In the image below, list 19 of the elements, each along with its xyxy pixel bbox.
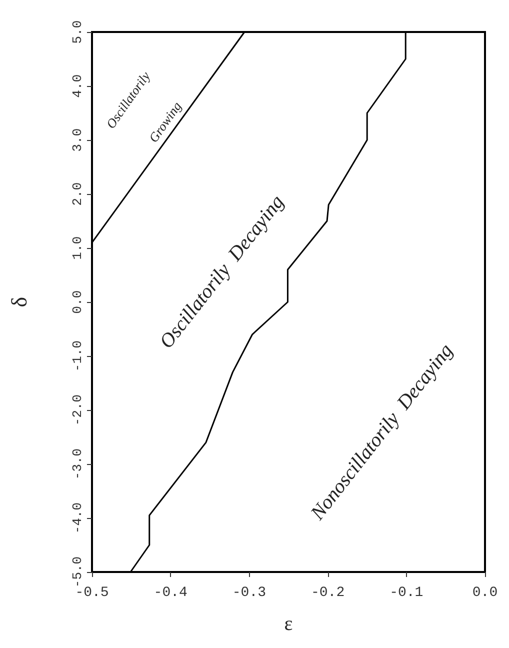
y-tick-label: 3.0	[70, 128, 85, 152]
x-tick-label: -0.2	[310, 585, 345, 601]
y-tick-label: -5.0	[70, 556, 85, 588]
x-tick-label: -0.3	[232, 585, 266, 601]
y-tick-label: 2.0	[70, 182, 85, 206]
y-tick-label: 0.0	[70, 290, 85, 314]
y-axis-title: δ	[6, 296, 32, 308]
x-tick-label: -0.1	[390, 585, 424, 601]
y-tick-label: -3.0	[70, 448, 85, 480]
y-tick-label: -1.0	[70, 340, 85, 372]
x-tick-label: -0.4	[154, 585, 188, 601]
x-tick-label: -0.5	[75, 585, 109, 601]
x-axis-title: ε	[284, 613, 293, 635]
y-tick-label: 4.0	[70, 74, 85, 98]
y-tick-label: 5.0	[70, 20, 85, 44]
y-tick-label: 1.0	[70, 236, 85, 260]
y-tick-label: -2.0	[70, 394, 85, 426]
y-tick-label: -4.0	[70, 502, 85, 534]
x-tick-label: 0.0	[472, 585, 498, 601]
